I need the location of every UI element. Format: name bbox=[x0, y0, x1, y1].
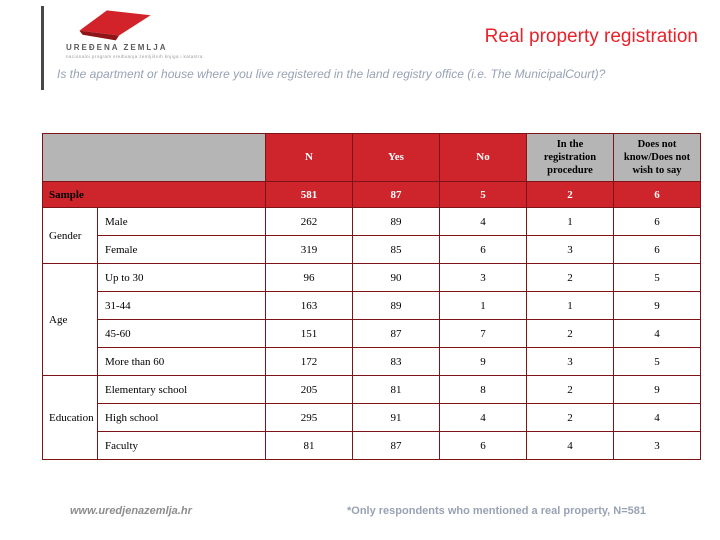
table-cell: 8 bbox=[439, 375, 527, 404]
table-cell: 96 bbox=[265, 263, 353, 292]
table-cell: 262 bbox=[265, 207, 353, 236]
table-cell: 581 bbox=[265, 181, 353, 208]
page-title: Real property registration bbox=[484, 26, 698, 47]
table-cell: 3 bbox=[439, 263, 527, 292]
row-label: Sample bbox=[42, 181, 266, 208]
col-header-dont-know: Does not know/Does not wish to say bbox=[613, 133, 701, 182]
sample-row: Sample 581 87 5 2 6 bbox=[42, 181, 701, 208]
logo-tagline: nacionalni program sređivanja zemljišnih… bbox=[66, 54, 203, 59]
table-cell: 81 bbox=[265, 431, 353, 460]
table-cell: 4 bbox=[439, 207, 527, 236]
table-cell: 163 bbox=[265, 291, 353, 320]
table-cell: 5 bbox=[613, 347, 701, 376]
row-label: Elementary school bbox=[97, 375, 266, 404]
table-cell: 7 bbox=[439, 319, 527, 348]
table-row: Gender Male 262 89 4 1 6 bbox=[42, 207, 701, 264]
table-cell: 5 bbox=[439, 181, 527, 208]
table-row: Education Elementary school 205 81 8 2 9 bbox=[42, 375, 701, 460]
table-row: 31-44 163 89 1 1 9 bbox=[43, 291, 701, 320]
logo-text: UREĐENA ZEMLJA bbox=[66, 43, 168, 52]
table-cell: 4 bbox=[613, 319, 701, 348]
col-header-yes: Yes bbox=[352, 133, 440, 182]
table-header-row: N Yes No In the registration procedure D… bbox=[42, 133, 701, 182]
question-subtitle: Is the apartment or house where you live… bbox=[57, 67, 606, 81]
group-label: Age bbox=[42, 263, 98, 376]
table-cell: 151 bbox=[265, 319, 353, 348]
table-cell: 3 bbox=[526, 347, 614, 376]
table-cell: 205 bbox=[265, 375, 353, 404]
table-cell: 6 bbox=[613, 207, 701, 236]
logo: UREĐENA ZEMLJA nacionalni program sređiv… bbox=[66, 8, 236, 59]
table-cell: 6 bbox=[613, 235, 701, 264]
table-cell: 172 bbox=[265, 347, 353, 376]
table-cell: 89 bbox=[352, 291, 440, 320]
table-cell: 9 bbox=[613, 291, 701, 320]
table-cell: 85 bbox=[352, 235, 440, 264]
table-cell: 81 bbox=[352, 375, 440, 404]
table-cell: 91 bbox=[352, 403, 440, 432]
left-rule bbox=[41, 6, 44, 90]
table-cell: 87 bbox=[352, 319, 440, 348]
table-cell: 6 bbox=[613, 181, 701, 208]
table-row: 45-60 151 87 7 2 4 bbox=[43, 319, 701, 348]
table-cell: 83 bbox=[352, 347, 440, 376]
row-label: Up to 30 bbox=[97, 263, 266, 292]
table-cell: 89 bbox=[352, 207, 440, 236]
table-cell: 2 bbox=[526, 403, 614, 432]
table-row: Faculty 81 87 6 4 3 bbox=[43, 431, 701, 460]
col-header-n: N bbox=[265, 133, 353, 182]
table-cell: 319 bbox=[265, 235, 353, 264]
group-label: Education bbox=[42, 375, 98, 460]
table-row: More than 60 172 83 9 3 5 bbox=[43, 347, 701, 376]
table-cell: 1 bbox=[526, 207, 614, 236]
table-corner-cell bbox=[42, 133, 266, 182]
row-label: Female bbox=[97, 235, 266, 264]
col-header-no: No bbox=[439, 133, 527, 182]
row-label: High school bbox=[97, 403, 266, 432]
table-row: Age Up to 30 96 90 3 2 5 bbox=[42, 263, 701, 376]
table-cell: 9 bbox=[439, 347, 527, 376]
row-label: Faculty bbox=[97, 431, 266, 460]
table-cell: 5 bbox=[613, 263, 701, 292]
table-row: High school 295 91 4 2 4 bbox=[43, 403, 701, 432]
table-cell: 9 bbox=[613, 375, 701, 404]
table-cell: 4 bbox=[613, 403, 701, 432]
table-cell: 6 bbox=[439, 431, 527, 460]
table-cell: 3 bbox=[613, 431, 701, 460]
row-label: 45-60 bbox=[97, 319, 266, 348]
row-label: More than 60 bbox=[97, 347, 266, 376]
table-cell: 87 bbox=[352, 431, 440, 460]
col-header-in-procedure: In the registration procedure bbox=[526, 133, 614, 182]
table-cell: 3 bbox=[526, 235, 614, 264]
footer-note: *Only respondents who mentioned a real p… bbox=[346, 505, 646, 517]
table-cell: 295 bbox=[265, 403, 353, 432]
footer-url: www.uredjenazemlja.hr bbox=[70, 505, 192, 517]
row-label: Male bbox=[97, 207, 266, 236]
group-label: Gender bbox=[42, 207, 98, 264]
table-cell: 4 bbox=[439, 403, 527, 432]
table-cell: 2 bbox=[526, 319, 614, 348]
results-table: N Yes No In the registration procedure D… bbox=[42, 133, 701, 460]
table-cell: 1 bbox=[439, 291, 527, 320]
table-cell: 4 bbox=[526, 431, 614, 460]
table-cell: 2 bbox=[526, 181, 614, 208]
table-cell: 6 bbox=[439, 235, 527, 264]
table-cell: 90 bbox=[352, 263, 440, 292]
table-cell: 2 bbox=[526, 263, 614, 292]
table-cell: 2 bbox=[526, 375, 614, 404]
logo-mark-icon bbox=[79, 10, 151, 41]
row-label: 31-44 bbox=[97, 291, 266, 320]
table-cell: 87 bbox=[352, 181, 440, 208]
table-row: Female 319 85 6 3 6 bbox=[43, 235, 701, 264]
table-cell: 1 bbox=[526, 291, 614, 320]
